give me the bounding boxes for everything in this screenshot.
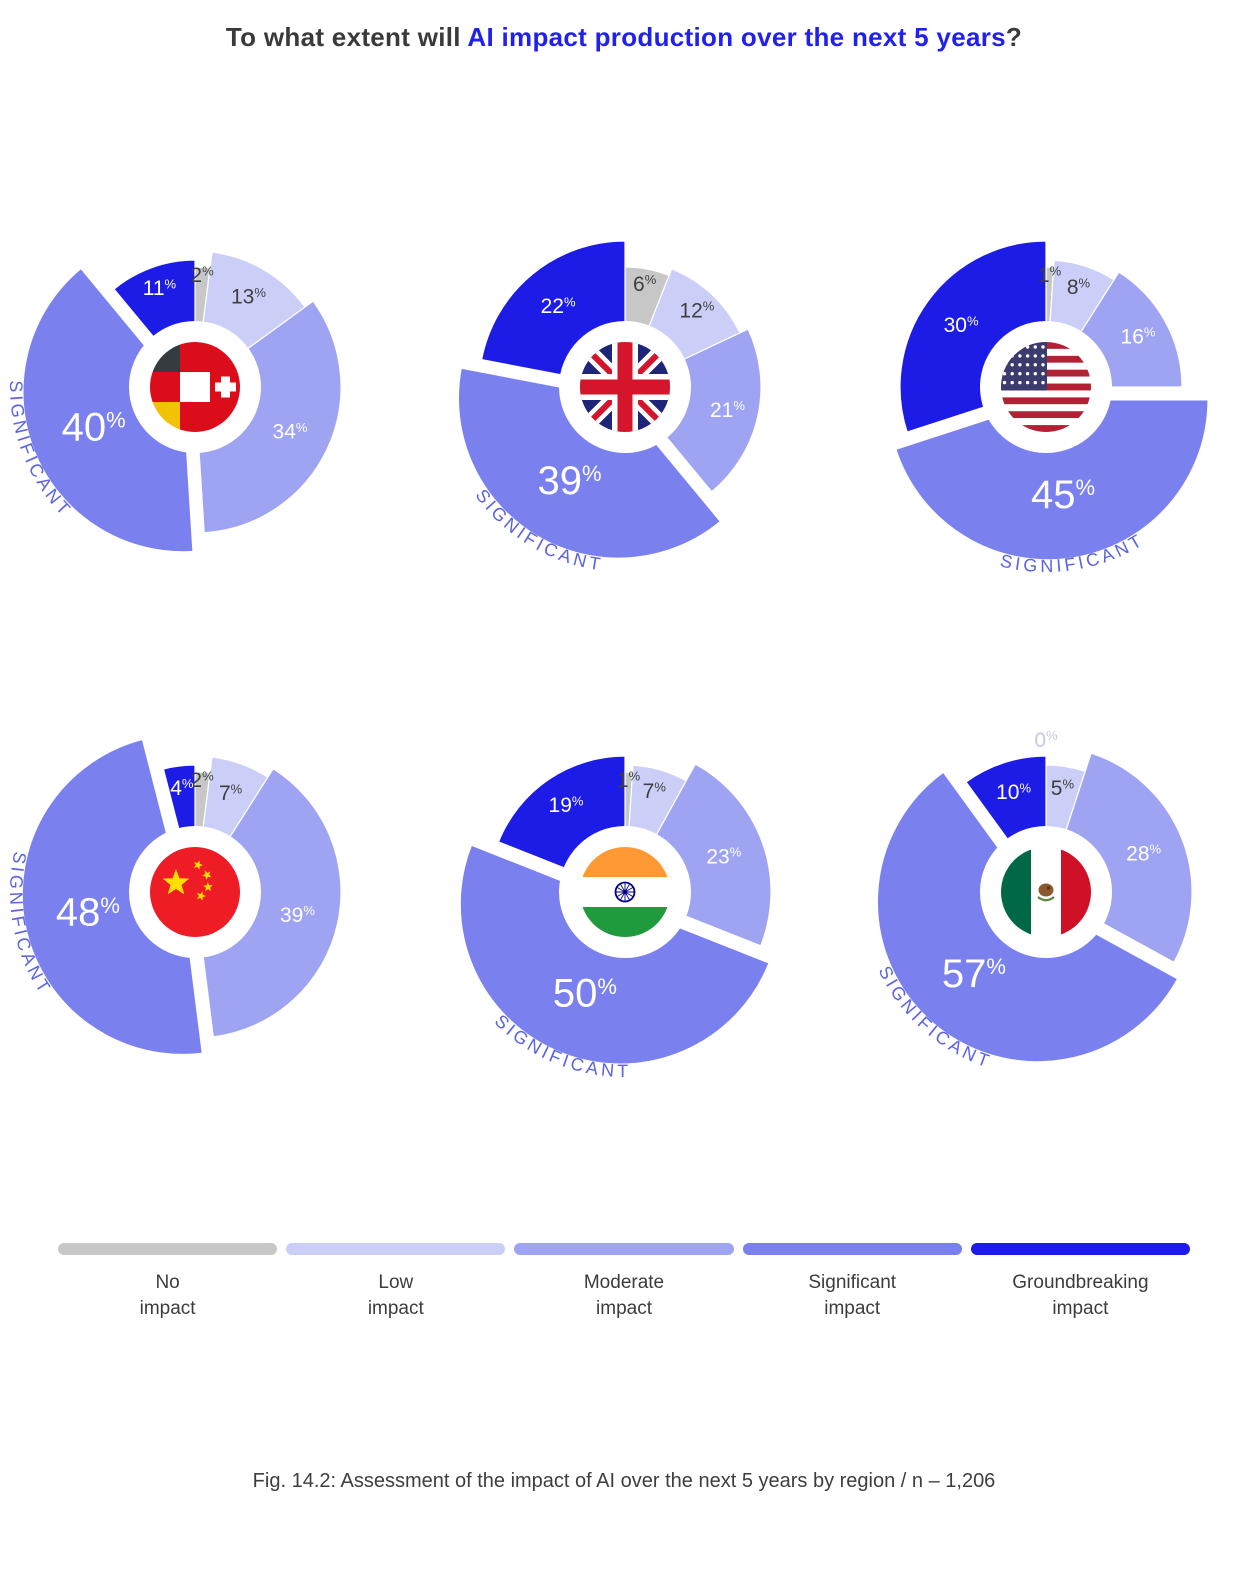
slice-significant-impact [895,399,1209,561]
legend-swatch-low-impact [286,1243,506,1255]
legend-swatch-no-impact [58,1243,278,1255]
slice-significant-impact [457,367,721,559]
legend-item-significant-impact: Significant impact [742,1243,962,1322]
impact-legend: No impact Low impact Moderate impact Significa… [58,1243,1191,1322]
slice-value-label-no-impact: 0% [1034,728,1058,752]
title-suffix: ? [1005,22,1023,52]
slice-significant-impact [21,738,203,1056]
title-prefix: To what extent will [225,22,468,52]
legend-item-moderate-impact: Moderate impact [514,1243,734,1322]
legend-label-no-impact: No impact [139,1272,196,1320]
legend-item-no-impact: No impact [58,1243,278,1322]
donut-chart-in: 1%7%23%50%19%SIGNIFICANT [459,755,772,1081]
us-flag-icon [1001,342,1091,432]
page-title: To what extent will AI impact production… [0,22,1248,53]
donut-chart-mx: 0%5%28%57%10%SIGNIFICANT [875,728,1193,1072]
slice-moderate-impact [624,328,762,493]
legend-label-low-impact: Low impact [367,1272,424,1320]
legend-swatch-moderate-impact [514,1243,734,1255]
slice-value-label-significant-impact: 45% [1031,473,1095,517]
mx-flag-icon [1001,847,1091,937]
donut-chart-uk: 6%12%21%39%22%SIGNIFICANT [457,240,762,575]
legend-swatch-significant-impact [742,1243,962,1255]
in-flag-icon [580,847,670,937]
legend-swatch-groundbreaking-impact [970,1243,1191,1255]
slice-moderate-impact [194,768,342,1038]
donut-charts-canvas: 2%13%34%40%11%SIGNIFICANT 6%12%21%39%22%S… [6,240,1209,1081]
legend-label-groundbreaking-impact: Groundbreaking impact [1012,1272,1149,1320]
slice-moderate-impact [194,300,342,534]
cn-flag-icon [150,847,240,937]
legend-item-low-impact: Low impact [286,1243,506,1322]
infographic-page: To what extent will AI impact production… [0,22,1248,1594]
donut-chart-us: 1%8%16%45%30%SIGNIFICANT [895,240,1209,576]
legend-label-moderate-impact: Moderate impact [583,1272,665,1320]
legend-item-groundbreaking-impact: Groundbreaking impact [970,1243,1191,1322]
figure-caption: Fig. 14.2: Assessment of the impact of A… [252,1470,996,1493]
legend-label-significant-impact: Significant impact [808,1272,897,1320]
dach-flag-icon [150,342,240,432]
slice-significant-impact [22,267,194,553]
donut-chart-dach: 2%13%34%40%11%SIGNIFICANT [6,251,342,553]
donut-chart-cn: 2%7%39%48%4%SIGNIFICANT [6,738,342,1056]
uk-flag-icon [580,342,670,432]
title-highlight: AI impact production over the next 5 yea… [467,22,1006,52]
